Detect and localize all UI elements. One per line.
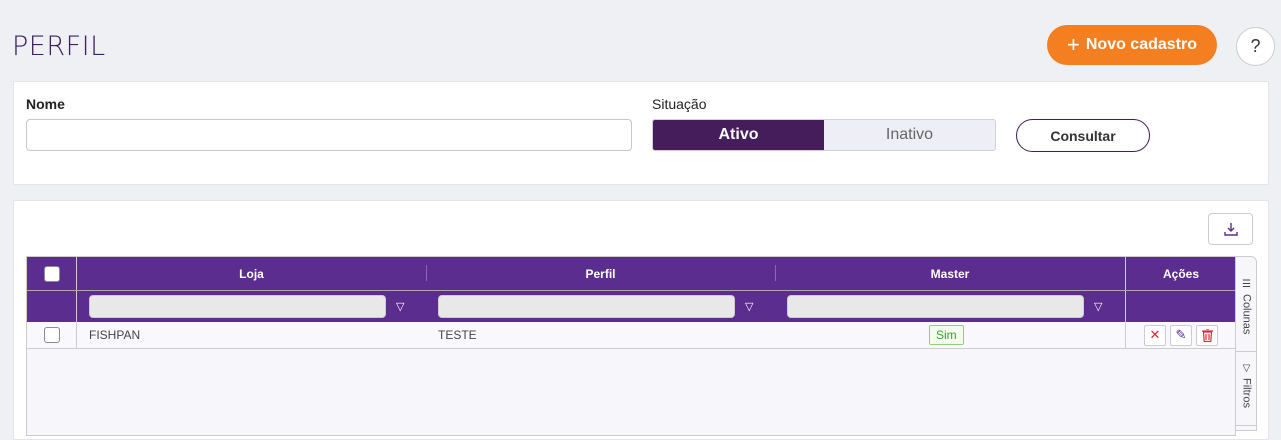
situacao-label: Situação [652,96,707,112]
situacao-ativo-option[interactable]: Ativo [653,120,824,150]
perfil-filter-input[interactable] [438,295,735,318]
header-row: Loja Perfil Master Ações [27,257,1236,290]
edit-button[interactable]: ✎ [1170,324,1192,346]
filter-icon[interactable]: ▽ [396,301,405,313]
download-button[interactable] [1208,213,1253,245]
loja-filter-input[interactable] [89,295,386,318]
consultar-button[interactable]: Consultar [1016,119,1150,152]
colunas-label: Colunas [1240,294,1253,335]
filtros-label: Filtros [1240,378,1253,408]
new-record-button[interactable]: + Novo cadastro [1047,25,1217,65]
deactivate-button[interactable]: ✕ [1144,324,1166,346]
page-title: PERFIL [12,31,106,62]
filter-row: ▽ ▽ ▽ [27,290,1236,322]
nome-input[interactable] [26,119,632,151]
cell-loja: FISHPAN [89,328,141,342]
help-button[interactable]: ? [1236,27,1275,66]
filter-icon: ▽ [1242,363,1251,374]
colunas-tab[interactable]: ☰ Colunas [1236,279,1257,352]
plus-icon: + [1067,32,1080,57]
situacao-toggle: Ativo Inativo [652,119,996,151]
select-all-checkbox[interactable] [43,265,60,282]
side-panel: ☰ Colunas ▽ Filtros [1235,256,1257,431]
download-icon [1223,223,1238,236]
column-header-master[interactable]: Master [930,266,970,281]
master-filter-input[interactable] [787,295,1084,318]
new-record-label: Novo cadastro [1085,36,1197,53]
nome-label: Nome [26,96,65,112]
master-badge: Sim [929,325,964,345]
filter-icon[interactable]: ▽ [1094,301,1103,313]
trash-icon [1201,328,1213,342]
column-header-acoes: Ações [1125,257,1236,290]
columns-icon: ☰ [1242,279,1251,290]
row-checkbox[interactable] [43,327,60,343]
data-grid: Loja Perfil Master Ações ▽ ▽ ▽ FISHPAN T… [26,256,1236,436]
column-header-perfil[interactable]: Perfil [585,266,616,281]
situacao-inativo-option[interactable]: Inativo [824,120,995,150]
filtros-tab[interactable]: ▽ Filtros [1236,353,1257,426]
filter-icon[interactable]: ▽ [745,301,754,313]
table-row[interactable]: FISHPAN TESTE Sim ✕ ✎ [27,322,1236,349]
cell-perfil: TESTE [438,328,477,342]
delete-button[interactable] [1196,324,1218,346]
column-header-loja[interactable]: Loja [239,266,264,281]
